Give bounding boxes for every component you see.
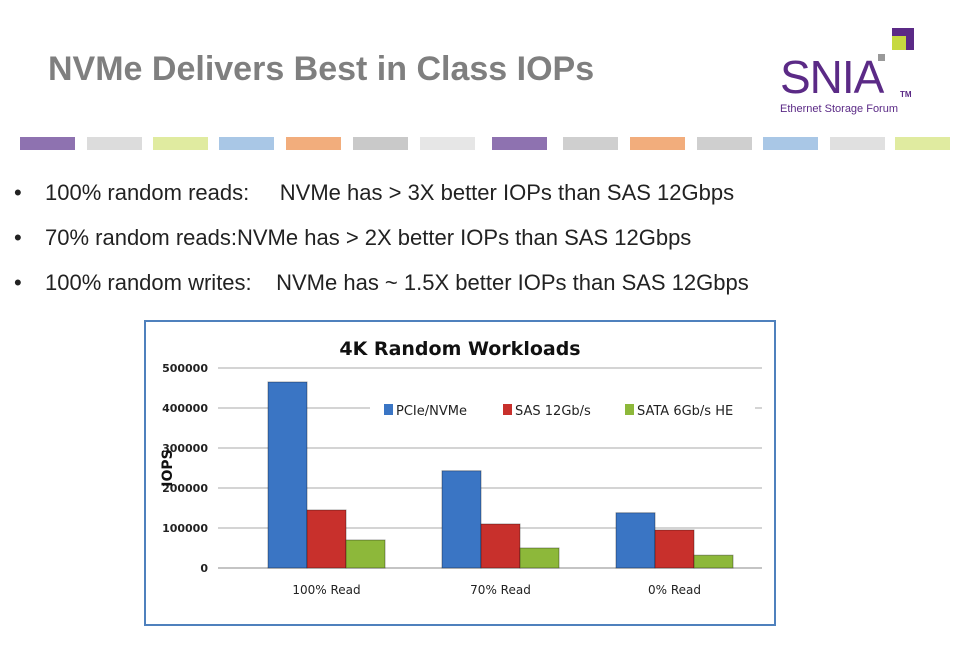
strip-segment [697, 137, 752, 150]
bar-chart: 4K Random Workloads 0 100000 200000 300000 40… [160, 338, 762, 597]
logo-name: SNIA [780, 51, 884, 103]
logo-subtitle: Ethernet Storage Forum [780, 103, 899, 115]
strip-segment [420, 137, 475, 150]
strip-segment [763, 137, 818, 150]
bar [654, 529, 695, 569]
legend-label: PCIe/NVMe [396, 404, 467, 419]
x-tick-label: 0% Read [648, 583, 701, 597]
strip-segment [20, 137, 75, 150]
bar [693, 554, 734, 569]
strip-segment [353, 137, 408, 150]
legend [370, 398, 755, 422]
bar [306, 509, 347, 569]
bar [519, 547, 560, 569]
legend-swatch [503, 404, 512, 415]
bullet-item: • 100% random writes: NVMe has ~ 1.5X bet… [14, 270, 749, 295]
strip-segment [563, 137, 618, 150]
y-axis-label: IOPS [160, 449, 176, 486]
bar [441, 470, 482, 569]
legend-swatch [384, 404, 393, 415]
y-tick-label: 400000 [162, 402, 208, 415]
strip-segment [153, 137, 208, 150]
strip-segment [492, 137, 547, 150]
x-tick-label: 100% Read [292, 583, 360, 597]
chart-frame: 4K Random Workloads 0 100000 200000 300000 40… [144, 320, 776, 626]
bar [615, 512, 656, 569]
strip-segment [87, 137, 142, 150]
strip-segment [630, 137, 685, 150]
slide-title: NVMe Delivers Best in Class IOPs [48, 50, 595, 88]
x-tick-label: 70% Read [470, 583, 531, 597]
bullet-item: • 100% random reads: NVMe has > 3X better… [14, 180, 735, 205]
strip-segment [830, 137, 885, 150]
chart-title: 4K Random Workloads [339, 338, 580, 360]
strip-segment [286, 137, 341, 150]
bar [267, 381, 308, 569]
y-tick-label: 300000 [162, 442, 208, 455]
strip-segment [219, 137, 274, 150]
y-tick-label: 500000 [162, 362, 208, 375]
y-tick-label: 200000 [162, 482, 208, 495]
bar [480, 523, 521, 569]
bullet-item: • 70% random reads: NVMe has > 2X better I… [14, 225, 692, 250]
bullet-list: • 100% random reads: NVMe has > 3X better… [14, 180, 749, 315]
snia-logo: SNIA TM Ethernet Storage Forum [778, 24, 958, 124]
bar [345, 539, 386, 569]
y-tick-label: 0 [200, 562, 208, 575]
y-tick-label: 100000 [162, 522, 208, 535]
logo-tm: TM [900, 90, 912, 99]
legend-swatch [625, 404, 634, 415]
legend-label: SATA 6Gb/s HE [637, 404, 733, 419]
strip-segment [895, 137, 950, 150]
legend-label: SAS 12Gb/s [515, 404, 591, 419]
